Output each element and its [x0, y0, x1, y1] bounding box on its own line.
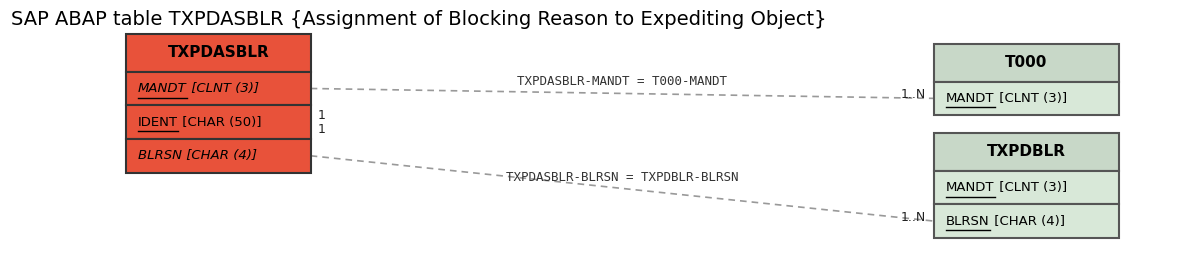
FancyBboxPatch shape — [126, 105, 310, 139]
Text: 1..N: 1..N — [901, 211, 926, 224]
Text: TXPDASBLR-BLRSN = TXPDBLR-BLRSN: TXPDASBLR-BLRSN = TXPDBLR-BLRSN — [507, 170, 739, 183]
FancyBboxPatch shape — [934, 44, 1119, 82]
Text: T000: T000 — [1005, 55, 1048, 70]
Text: [CLNT (3)]: [CLNT (3)] — [995, 181, 1067, 194]
Text: 1..N: 1..N — [901, 88, 926, 101]
Text: MANDT: MANDT — [139, 82, 187, 95]
FancyBboxPatch shape — [934, 171, 1119, 204]
Text: [CLNT (3)]: [CLNT (3)] — [995, 92, 1067, 105]
FancyBboxPatch shape — [126, 34, 310, 72]
Text: [CHAR (50)]: [CHAR (50)] — [178, 116, 262, 129]
Text: [CLNT (3)]: [CLNT (3)] — [187, 82, 258, 95]
Text: TXPDBLR: TXPDBLR — [987, 144, 1066, 159]
Text: 1: 1 — [317, 122, 326, 136]
Text: 1: 1 — [317, 109, 326, 122]
Text: TXPDASBLR: TXPDASBLR — [167, 45, 269, 60]
Text: [CHAR (4)]: [CHAR (4)] — [990, 215, 1064, 228]
FancyBboxPatch shape — [934, 133, 1119, 171]
Text: BLRSN: BLRSN — [946, 215, 990, 228]
Text: MANDT: MANDT — [946, 181, 995, 194]
Text: BLRSN [CHAR (4)]: BLRSN [CHAR (4)] — [139, 149, 257, 162]
Text: SAP ABAP table TXPDASBLR {Assignment of Blocking Reason to Expediting Object}: SAP ABAP table TXPDASBLR {Assignment of … — [12, 10, 826, 29]
FancyBboxPatch shape — [934, 82, 1119, 115]
FancyBboxPatch shape — [934, 204, 1119, 238]
FancyBboxPatch shape — [126, 139, 310, 173]
Text: MANDT: MANDT — [946, 92, 995, 105]
FancyBboxPatch shape — [126, 72, 310, 105]
Text: IDENT: IDENT — [139, 116, 178, 129]
Text: TXPDASBLR-MANDT = T000-MANDT: TXPDASBLR-MANDT = T000-MANDT — [517, 76, 727, 89]
